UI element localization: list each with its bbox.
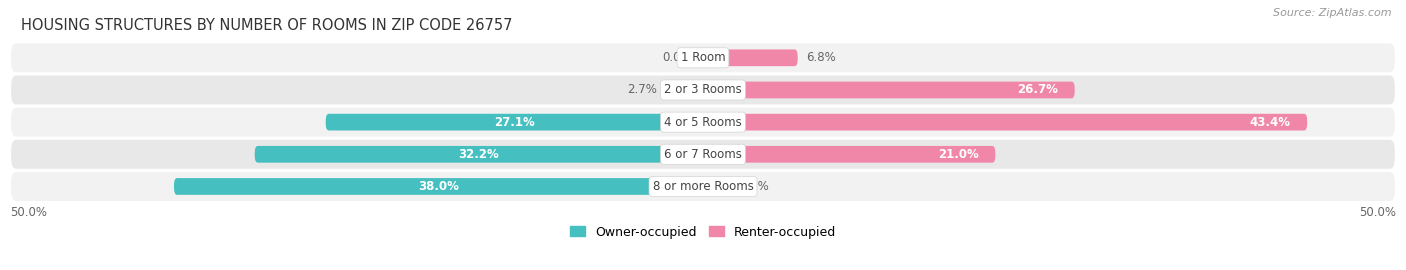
FancyBboxPatch shape — [665, 82, 703, 98]
Text: 2 or 3 Rooms: 2 or 3 Rooms — [664, 83, 742, 96]
Text: 32.2%: 32.2% — [458, 148, 499, 161]
FancyBboxPatch shape — [254, 146, 703, 163]
Text: HOUSING STRUCTURES BY NUMBER OF ROOMS IN ZIP CODE 26757: HOUSING STRUCTURES BY NUMBER OF ROOMS IN… — [21, 18, 512, 33]
FancyBboxPatch shape — [703, 82, 1074, 98]
Text: 21.0%: 21.0% — [938, 148, 979, 161]
Text: 26.7%: 26.7% — [1017, 83, 1057, 96]
FancyBboxPatch shape — [11, 43, 1395, 72]
Legend: Owner-occupied, Renter-occupied: Owner-occupied, Renter-occupied — [569, 226, 837, 239]
FancyBboxPatch shape — [703, 146, 995, 163]
FancyBboxPatch shape — [11, 108, 1395, 137]
Text: 50.0%: 50.0% — [1360, 206, 1396, 220]
Text: 2.7%: 2.7% — [627, 83, 657, 96]
FancyBboxPatch shape — [703, 49, 797, 66]
Text: 4 or 5 Rooms: 4 or 5 Rooms — [664, 116, 742, 129]
Text: 27.1%: 27.1% — [494, 116, 534, 129]
Text: 0.0%: 0.0% — [662, 51, 692, 64]
Text: 50.0%: 50.0% — [10, 206, 46, 220]
Text: 6.8%: 6.8% — [806, 51, 835, 64]
FancyBboxPatch shape — [703, 178, 731, 195]
FancyBboxPatch shape — [11, 140, 1395, 169]
Text: 8 or more Rooms: 8 or more Rooms — [652, 180, 754, 193]
Text: 43.4%: 43.4% — [1250, 116, 1291, 129]
FancyBboxPatch shape — [11, 76, 1395, 104]
Text: 2.0%: 2.0% — [740, 180, 769, 193]
FancyBboxPatch shape — [703, 114, 1308, 130]
FancyBboxPatch shape — [11, 172, 1395, 201]
Text: 38.0%: 38.0% — [418, 180, 458, 193]
FancyBboxPatch shape — [326, 114, 703, 130]
Text: 1 Room: 1 Room — [681, 51, 725, 64]
FancyBboxPatch shape — [174, 178, 703, 195]
Text: Source: ZipAtlas.com: Source: ZipAtlas.com — [1274, 8, 1392, 18]
Text: 6 or 7 Rooms: 6 or 7 Rooms — [664, 148, 742, 161]
